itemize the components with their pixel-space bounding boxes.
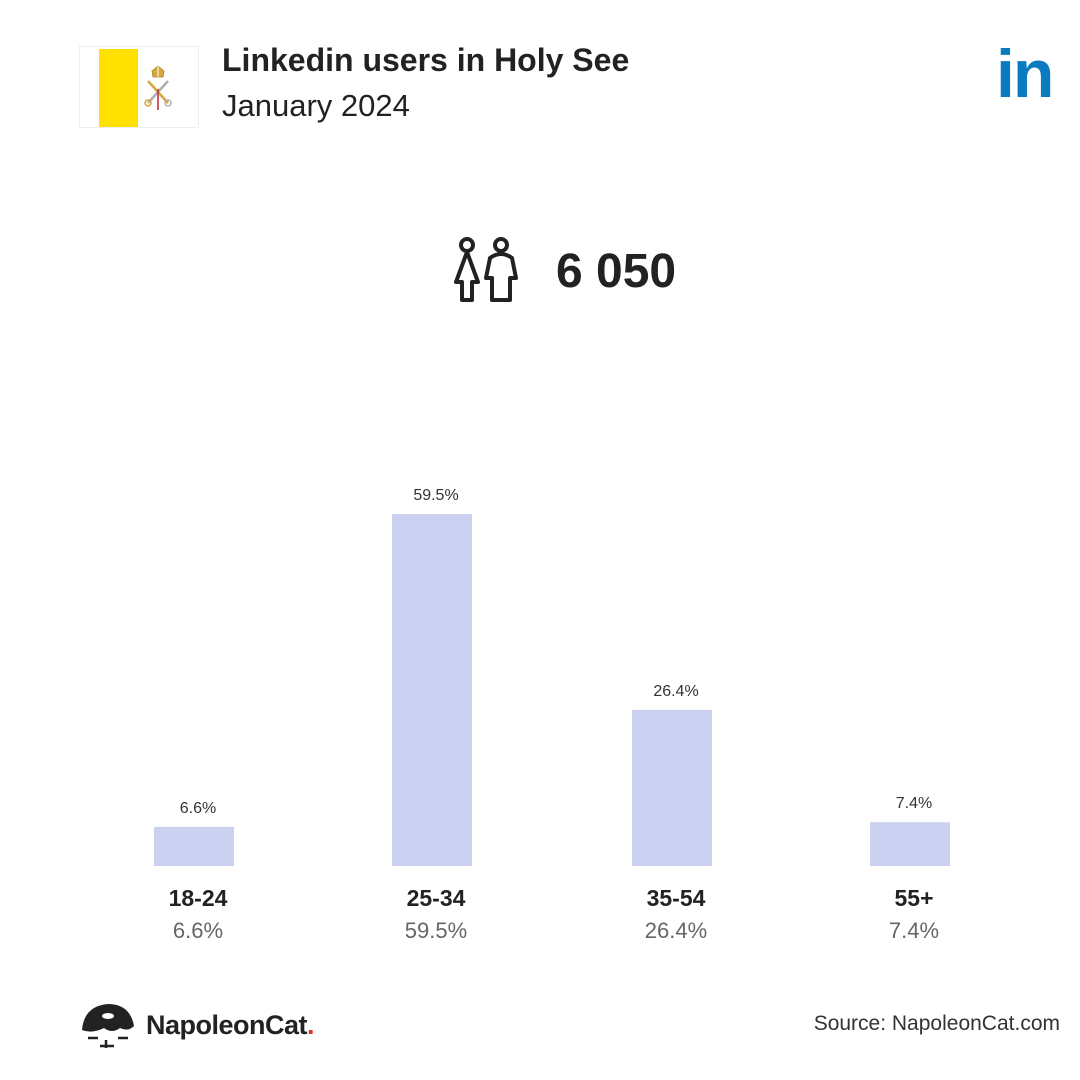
page-subtitle: January 2024 [222, 88, 410, 123]
flag-yellow-band [99, 49, 138, 127]
linkedin-logo: in [996, 36, 1054, 112]
category-percent: 7.4% [889, 918, 939, 943]
total-users-value: 6 050 [556, 244, 677, 298]
bar-55+ [870, 822, 950, 866]
brand-name: NapoleonCat [146, 1009, 308, 1040]
category-label: 25-34 [407, 885, 466, 911]
bar-18-24 [154, 826, 234, 866]
holy-see-flag [79, 46, 199, 128]
age-distribution-chart: 6.6% 18-24 6.6% 59.5% 25-34 59.5% 26.4% 35-54 26… [154, 487, 950, 943]
category-percent: 6.6% [173, 918, 223, 943]
page-title: Linkedin users in Holy See [222, 42, 630, 78]
bar-value-label: 7.4% [896, 795, 932, 812]
bar-35-54 [632, 709, 712, 866]
category-label: 55+ [894, 885, 933, 911]
users-icon [454, 237, 518, 302]
bar-value-label: 59.5% [413, 487, 458, 504]
bar-25-34 [392, 514, 472, 866]
category-percent: 26.4% [645, 918, 707, 943]
brand-dot: . [307, 1009, 315, 1040]
category-percent: 59.5% [405, 918, 467, 943]
bar-value-label: 6.6% [180, 800, 216, 817]
category-label: 35-54 [647, 885, 706, 911]
napoleoncat-logo: NapoleonCat. [78, 1000, 315, 1050]
total-users: 6 050 [450, 236, 676, 306]
bar-value-label: 26.4% [653, 683, 698, 700]
category-label: 18-24 [169, 885, 228, 911]
source-text: Source: NapoleonCat.com [813, 1012, 1060, 1035]
papal-keys-emblem-icon [144, 65, 172, 110]
cat-icon [82, 1004, 134, 1048]
